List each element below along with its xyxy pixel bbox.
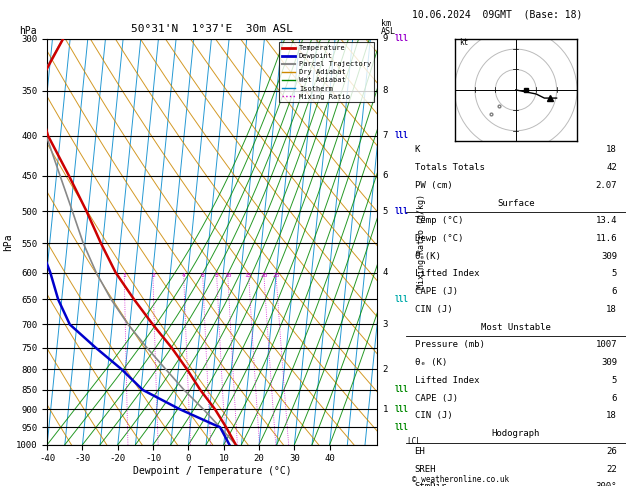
Text: 4: 4	[382, 268, 388, 277]
Text: 5: 5	[611, 376, 617, 385]
Text: 1007: 1007	[596, 340, 617, 349]
Text: CIN (J): CIN (J)	[415, 305, 452, 314]
Text: 9: 9	[382, 35, 388, 43]
Text: kt: kt	[459, 38, 468, 47]
Text: 10.06.2024  09GMT  (Base: 18): 10.06.2024 09GMT (Base: 18)	[412, 9, 582, 19]
Text: lll: lll	[394, 423, 408, 432]
Text: 5: 5	[382, 207, 388, 216]
Text: 10: 10	[224, 273, 231, 278]
Text: 309: 309	[601, 252, 617, 261]
Text: hPa: hPa	[19, 26, 36, 36]
Text: K: K	[415, 145, 420, 155]
Text: lll: lll	[394, 405, 408, 414]
Text: km
ASL: km ASL	[381, 19, 396, 36]
Text: lll: lll	[394, 35, 408, 43]
Text: 18: 18	[606, 305, 617, 314]
Text: 20: 20	[260, 273, 267, 278]
Text: © weatheronline.co.uk: © weatheronline.co.uk	[412, 474, 509, 484]
Text: 6: 6	[611, 287, 617, 296]
Text: CAPE (J): CAPE (J)	[415, 394, 457, 403]
Text: 50°31'N  1°37'E  30m ASL: 50°31'N 1°37'E 30m ASL	[131, 24, 293, 34]
Y-axis label: hPa: hPa	[3, 233, 13, 251]
Text: 4: 4	[182, 273, 186, 278]
Text: 6: 6	[611, 394, 617, 403]
Text: 26: 26	[606, 447, 617, 456]
Text: 11.6: 11.6	[596, 234, 617, 243]
Text: lll: lll	[394, 207, 408, 216]
Text: PW (cm): PW (cm)	[415, 181, 452, 190]
Text: Most Unstable: Most Unstable	[481, 323, 551, 332]
Text: 1: 1	[123, 273, 126, 278]
Text: Totals Totals: Totals Totals	[415, 163, 484, 172]
Text: 18: 18	[606, 145, 617, 155]
Text: θₑ (K): θₑ (K)	[415, 358, 447, 367]
Text: LCL: LCL	[408, 437, 421, 446]
Text: Lifted Index: Lifted Index	[415, 376, 479, 385]
Text: Mixing Ratio (g/kg): Mixing Ratio (g/kg)	[417, 194, 426, 289]
Text: 8: 8	[214, 273, 218, 278]
Text: Hodograph: Hodograph	[492, 429, 540, 438]
Text: Pressure (mb): Pressure (mb)	[415, 340, 484, 349]
Text: 6: 6	[382, 171, 388, 180]
Text: Temp (°C): Temp (°C)	[415, 216, 463, 226]
Text: 300°: 300°	[596, 482, 617, 486]
Text: 18: 18	[606, 411, 617, 420]
Text: 6: 6	[201, 273, 204, 278]
Legend: Temperature, Dewpoint, Parcel Trajectory, Dry Adiabat, Wet Adiabat, Isotherm, Mi: Temperature, Dewpoint, Parcel Trajectory…	[279, 42, 374, 103]
Text: lll: lll	[394, 385, 408, 395]
Text: StmDir: StmDir	[415, 482, 447, 486]
Text: 8: 8	[382, 87, 388, 95]
Text: 42: 42	[606, 163, 617, 172]
Text: Dewp (°C): Dewp (°C)	[415, 234, 463, 243]
Text: 13.4: 13.4	[596, 216, 617, 226]
Text: 309: 309	[601, 358, 617, 367]
Text: 2: 2	[382, 365, 388, 374]
Text: 2.07: 2.07	[596, 181, 617, 190]
Text: lll: lll	[394, 131, 408, 140]
Text: EH: EH	[415, 447, 425, 456]
Text: 5: 5	[611, 269, 617, 278]
Text: SREH: SREH	[415, 465, 436, 474]
X-axis label: Dewpoint / Temperature (°C): Dewpoint / Temperature (°C)	[133, 466, 292, 476]
Text: 25: 25	[272, 273, 280, 278]
Text: Lifted Index: Lifted Index	[415, 269, 479, 278]
Text: 1: 1	[382, 405, 388, 414]
Text: Surface: Surface	[497, 198, 535, 208]
Text: 15: 15	[245, 273, 252, 278]
Text: 3: 3	[382, 320, 388, 329]
Text: θₑ(K): θₑ(K)	[415, 252, 442, 261]
Text: 2: 2	[151, 273, 155, 278]
Text: lll: lll	[394, 295, 408, 304]
Text: CAPE (J): CAPE (J)	[415, 287, 457, 296]
Text: 22: 22	[606, 465, 617, 474]
Text: 7: 7	[382, 131, 388, 140]
Text: CIN (J): CIN (J)	[415, 411, 452, 420]
